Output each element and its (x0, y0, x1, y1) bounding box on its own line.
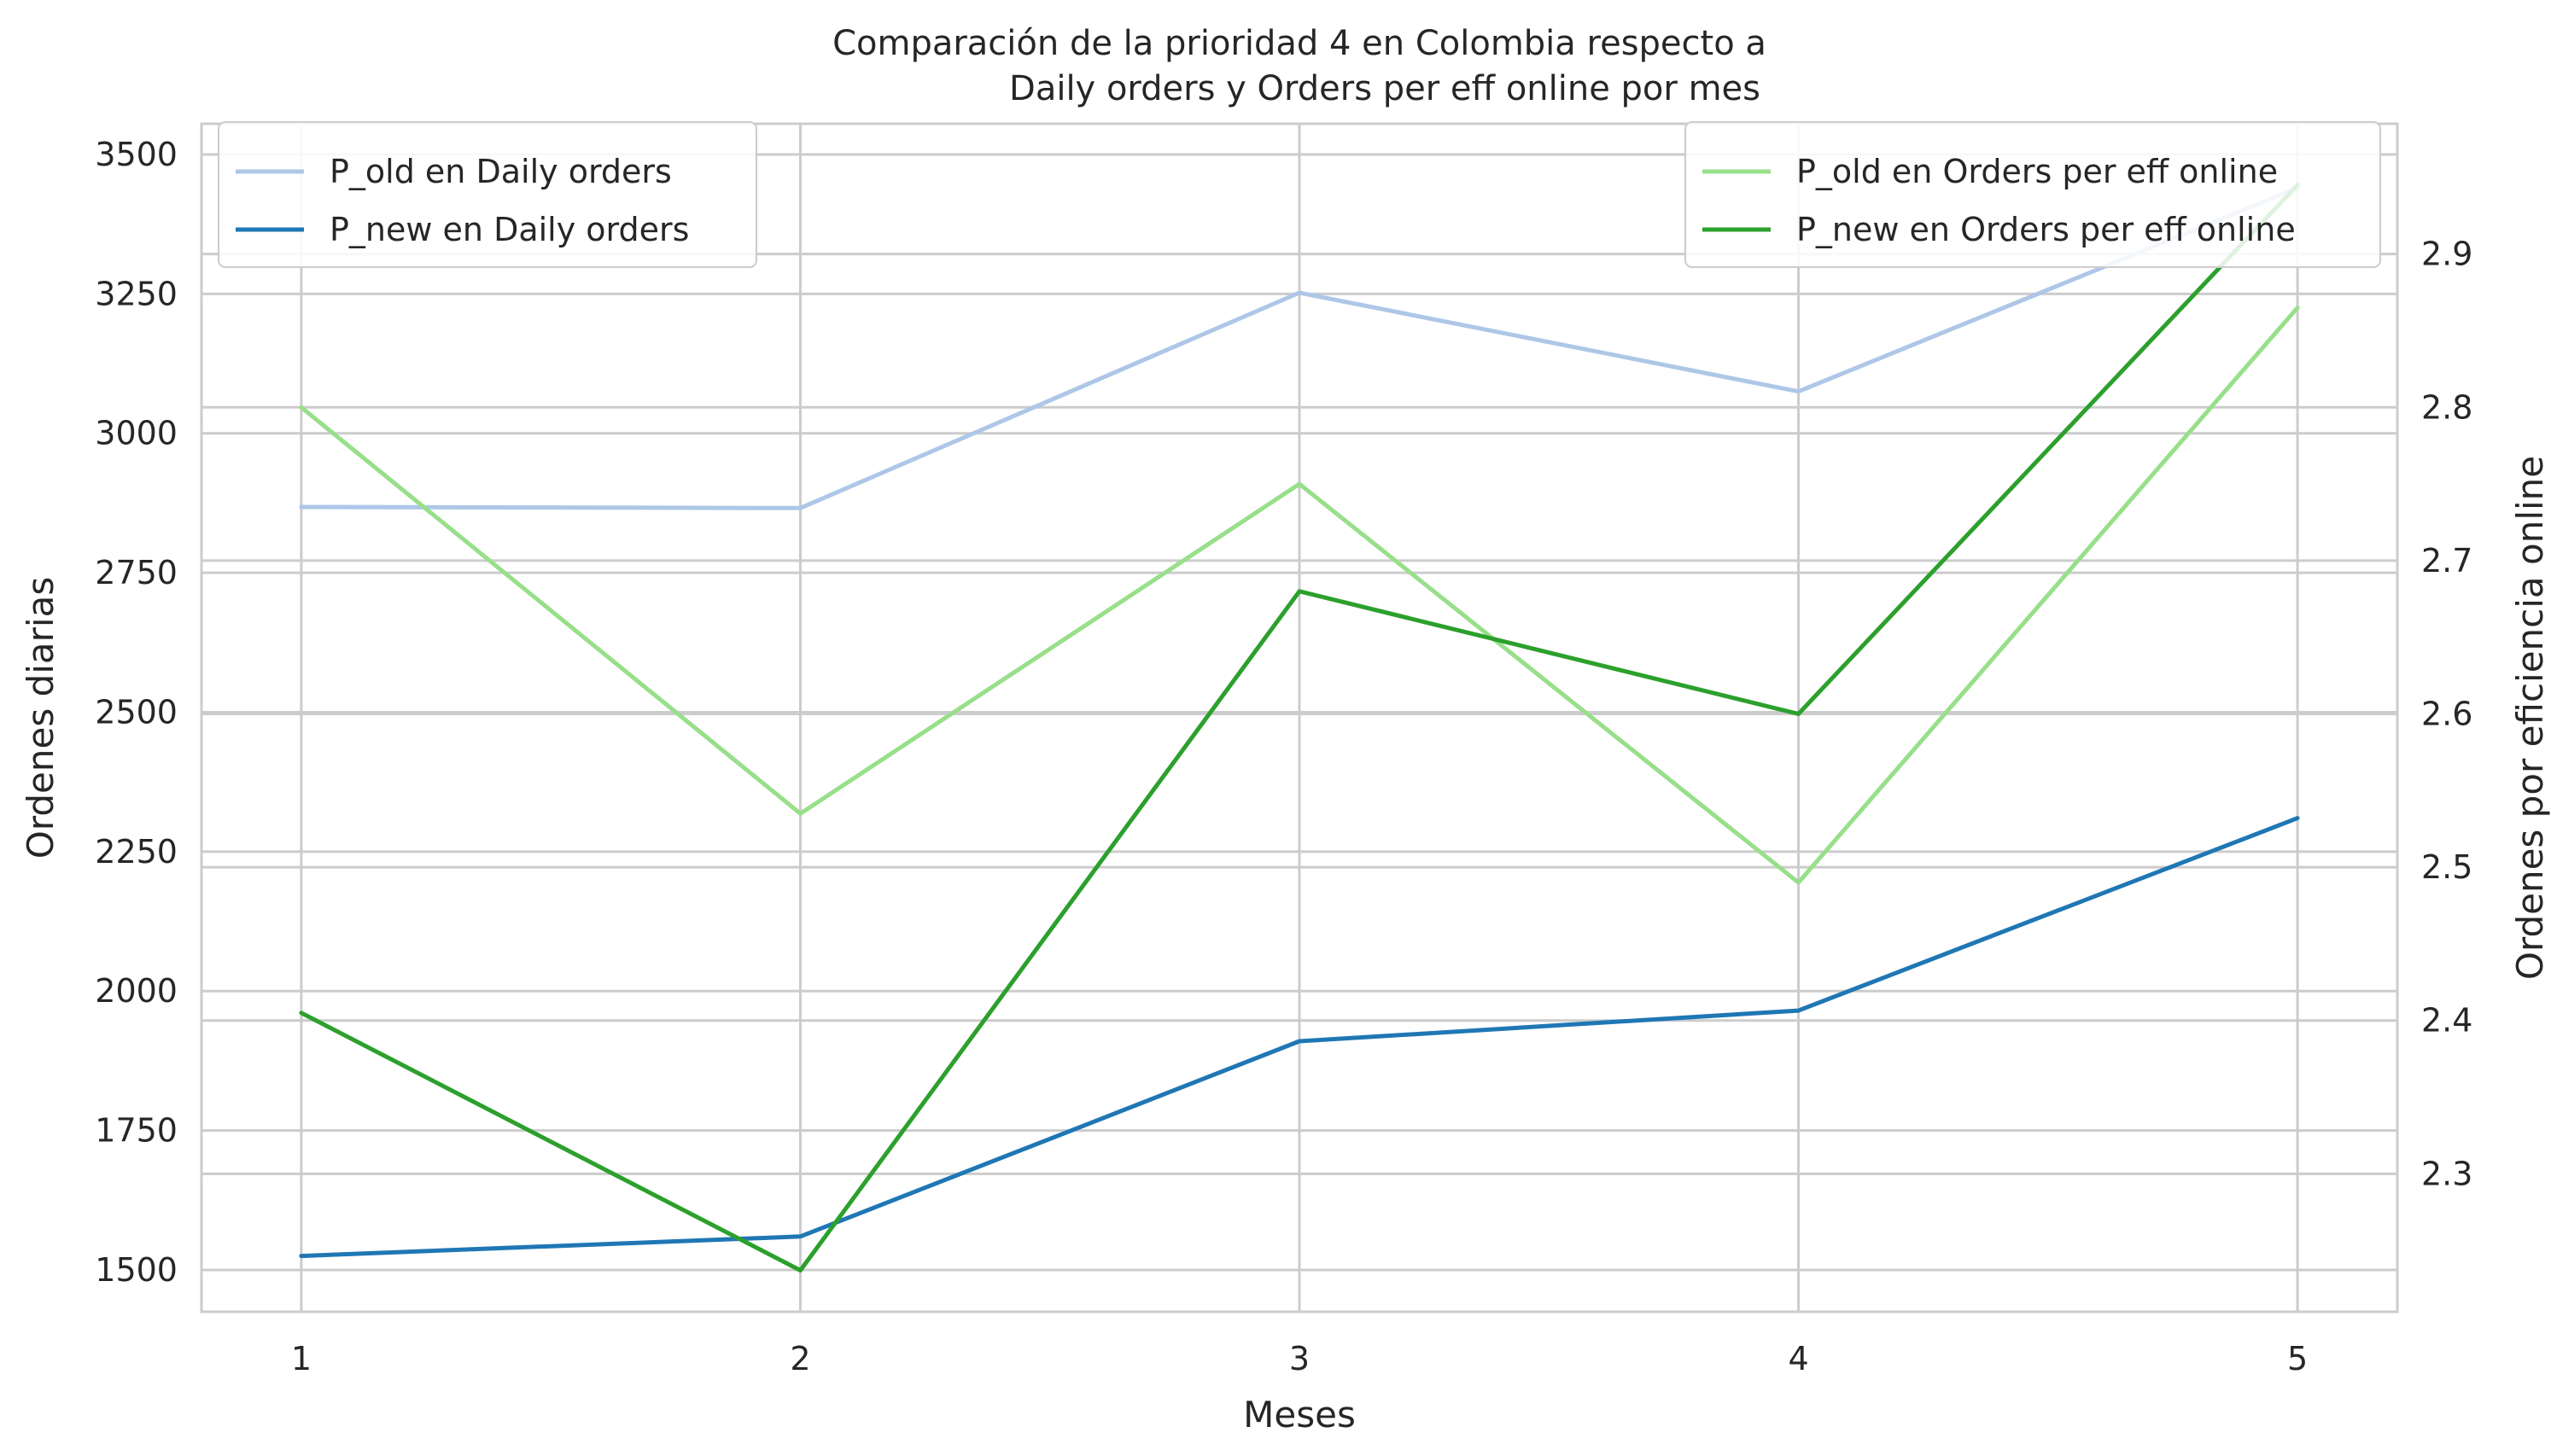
plot-frame (200, 122, 2399, 1313)
series-line-p-old-en-orders-per-eff-online (299, 306, 2300, 885)
y-left-tick-label: 2500 (95, 693, 178, 731)
legend-entry: P_old en Orders per eff online (1796, 153, 2278, 190)
y-left-tick-label: 1750 (95, 1112, 178, 1150)
y-left-tick-label: 3250 (95, 275, 178, 312)
series-line-p-new-en-orders-per-eff-online (299, 183, 2300, 1273)
y-axis-label-left: Ordenes diarias (20, 577, 61, 859)
y-axis-label-right: Ordenes por eficiencia online (2509, 456, 2551, 980)
y-left-tick-label: 3000 (95, 415, 178, 452)
legend-entry: P_new en Daily orders (330, 211, 689, 248)
y-right-tick-label: 2.6 (2421, 696, 2472, 733)
legend-right: P_old en Orders per eff online P_new en O… (1684, 121, 2381, 268)
legend-box (1684, 121, 2381, 268)
x-tick-label: 4 (1788, 1340, 1808, 1377)
x-tick-label: 2 (790, 1340, 810, 1377)
y-right-tick-label: 2.4 (2421, 1002, 2472, 1040)
tick-labels: 1 2 3 4 5 1500 1750 2000 2250 2500 2750 3000 3250 350… (95, 136, 2472, 1377)
y-left-tick-label: 3500 (95, 136, 178, 173)
y-right-tick-label: 2.5 (2421, 848, 2472, 886)
legend-left: P_old en Daily orders P_new en Daily orde… (218, 121, 757, 268)
y-left-tick-label: 2750 (95, 554, 178, 591)
y-right-tick-label: 2.7 (2421, 542, 2472, 579)
y-right-tick-label: 2.3 (2421, 1155, 2472, 1192)
series-lines (299, 183, 2300, 1273)
legend-entry: P_old en Daily orders (330, 153, 672, 190)
chart-title-line2: Daily orders y Orders per eff online por… (1009, 69, 1760, 108)
y-left-tick-label: 2000 (95, 972, 178, 1010)
series-line-p-old-en-daily-orders (299, 185, 2300, 510)
legend-entry: P_new en Orders per eff online (1796, 211, 2296, 248)
y-left-tick-label: 2250 (95, 833, 178, 871)
legend-box (218, 121, 757, 268)
chart-title-line1: Comparación de la prioridad 4 en Colombi… (832, 24, 1766, 63)
x-tick-label: 1 (291, 1340, 312, 1377)
y-left-tick-label: 1500 (95, 1251, 178, 1289)
x-tick-label: 3 (1289, 1340, 1310, 1377)
x-axis-label: Meses (1243, 1394, 1356, 1436)
x-tick-label: 5 (2287, 1340, 2308, 1377)
series-line-p-new-en-daily-orders (299, 816, 2300, 1259)
y-right-tick-label: 2.9 (2421, 236, 2472, 273)
y-right-tick-label: 2.8 (2421, 388, 2472, 426)
